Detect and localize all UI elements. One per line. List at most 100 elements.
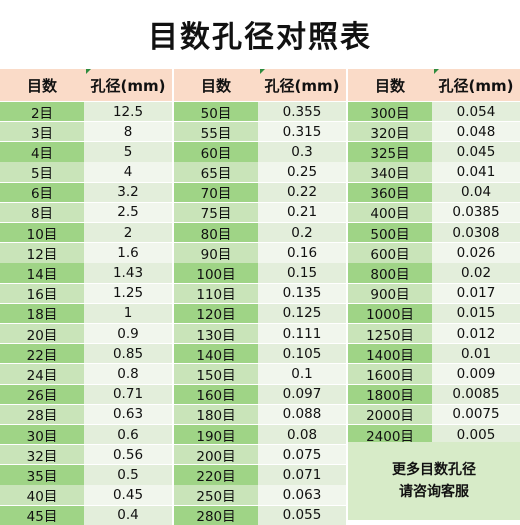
aperture-cell: 0.0385 bbox=[432, 202, 520, 223]
table-row: 100目 0.15 bbox=[174, 263, 346, 283]
mesh-cell: 280目 bbox=[174, 505, 258, 525]
table-row: 130目 0.111 bbox=[174, 323, 346, 344]
table-row: 12目 1.6 bbox=[0, 243, 172, 263]
aperture-cell: 1.6 bbox=[84, 243, 172, 263]
table-row: 3目 8 bbox=[0, 122, 172, 142]
aperture-cell: 0.071 bbox=[258, 465, 346, 485]
header-mesh: 目数 bbox=[200, 76, 231, 95]
table-row: 1800目 0.0085 bbox=[348, 384, 520, 404]
header-aperture: 孔径(mm) bbox=[264, 76, 340, 95]
aperture-cell: 0.063 bbox=[258, 485, 346, 505]
table-row: 300目 0.054 bbox=[348, 101, 520, 122]
table-column-3: 目数 孔径(mm) 300目 0.054 320目 0.048 325目 0.045 340… bbox=[348, 69, 520, 445]
mesh-cell: 28目 bbox=[0, 404, 84, 424]
mesh-cell: 190目 bbox=[174, 424, 258, 445]
table-row: 18目 1 bbox=[0, 303, 172, 324]
aperture-cell: 1.43 bbox=[84, 263, 172, 283]
mesh-cell: 12目 bbox=[0, 243, 84, 263]
cell-comment-marker bbox=[434, 69, 439, 74]
table-row: 900目 0.017 bbox=[348, 283, 520, 303]
aperture-cell: 0.015 bbox=[432, 303, 520, 324]
mesh-cell: 45目 bbox=[0, 505, 84, 525]
table-row: 28目 0.63 bbox=[0, 404, 172, 424]
aperture-cell: 0.0308 bbox=[432, 223, 520, 243]
header-mesh: 目数 bbox=[374, 76, 405, 95]
mesh-cell: 220目 bbox=[174, 465, 258, 485]
aperture-cell: 12.5 bbox=[84, 101, 172, 122]
mesh-cell: 2000目 bbox=[348, 404, 432, 424]
table-row: 50目 0.355 bbox=[174, 101, 346, 122]
aperture-cell: 0.63 bbox=[84, 404, 172, 424]
mesh-cell: 40目 bbox=[0, 485, 84, 505]
mesh-cell: 120目 bbox=[174, 303, 258, 323]
mesh-cell: 180目 bbox=[174, 404, 258, 424]
aperture-cell: 0.56 bbox=[84, 445, 172, 465]
aperture-cell: 0.8 bbox=[84, 364, 172, 384]
aperture-cell: 4 bbox=[84, 162, 172, 182]
table-row: 220目 0.071 bbox=[174, 465, 346, 485]
aperture-cell: 0.71 bbox=[84, 384, 172, 404]
table-row: 500目 0.0308 bbox=[348, 223, 520, 243]
aperture-cell: 0.0085 bbox=[432, 384, 520, 404]
mesh-cell: 325目 bbox=[348, 142, 432, 162]
table-row: 30目 0.6 bbox=[0, 424, 172, 445]
table-row: 1250目 0.012 bbox=[348, 323, 520, 344]
mesh-cell: 300目 bbox=[348, 101, 432, 122]
table-header: 目数 孔径(mm) bbox=[174, 69, 346, 101]
aperture-cell: 0.08 bbox=[258, 424, 346, 445]
mesh-cell: 600目 bbox=[348, 243, 432, 263]
mesh-cell: 130目 bbox=[174, 323, 258, 344]
mesh-cell: 1000目 bbox=[348, 303, 432, 323]
aperture-cell: 0.097 bbox=[258, 384, 346, 404]
mesh-cell: 30目 bbox=[0, 424, 84, 445]
table-row: 340目 0.041 bbox=[348, 162, 520, 182]
table-row: 600目 0.026 bbox=[348, 243, 520, 263]
aperture-cell: 0.3 bbox=[258, 142, 346, 162]
table-row: 250目 0.063 bbox=[174, 485, 346, 505]
mesh-cell: 50目 bbox=[174, 101, 258, 122]
table-row: 800目 0.02 bbox=[348, 263, 520, 283]
mesh-cell: 16目 bbox=[0, 283, 84, 303]
table-row: 20目 0.9 bbox=[0, 323, 172, 344]
aperture-cell: 2 bbox=[84, 223, 172, 243]
mesh-cell: 800目 bbox=[348, 263, 432, 283]
aperture-cell: 0.5 bbox=[84, 465, 172, 485]
table-header: 目数 孔径(mm) bbox=[0, 69, 172, 101]
table-row: 40目 0.45 bbox=[0, 485, 172, 505]
aperture-cell: 0.6 bbox=[84, 424, 172, 445]
aperture-cell: 0.04 bbox=[432, 182, 520, 202]
aperture-cell: 0.25 bbox=[258, 162, 346, 182]
table-row: 2400目 0.005 bbox=[348, 424, 520, 445]
mesh-cell: 60目 bbox=[174, 142, 258, 162]
mesh-cell: 65目 bbox=[174, 162, 258, 182]
note-line-2: 请咨询客服 bbox=[399, 484, 469, 500]
mesh-cell: 4目 bbox=[0, 142, 84, 162]
table-row: 6目 3.2 bbox=[0, 182, 172, 202]
table-row: 280目 0.055 bbox=[174, 505, 346, 525]
aperture-cell: 0.111 bbox=[258, 323, 346, 344]
aperture-cell: 0.2 bbox=[258, 223, 346, 243]
aperture-cell: 0.355 bbox=[258, 101, 346, 122]
table-row: 160目 0.097 bbox=[174, 384, 346, 404]
aperture-cell: 5 bbox=[84, 142, 172, 162]
aperture-cell: 0.315 bbox=[258, 122, 346, 142]
mesh-cell: 70目 bbox=[174, 182, 258, 202]
mesh-cell: 32目 bbox=[0, 445, 84, 465]
aperture-cell: 1 bbox=[84, 303, 172, 324]
table-row: 60目 0.3 bbox=[174, 142, 346, 162]
aperture-cell: 0.005 bbox=[432, 424, 520, 445]
table-row: 75目 0.21 bbox=[174, 202, 346, 222]
aperture-cell: 0.16 bbox=[258, 243, 346, 263]
mesh-cell: 90目 bbox=[174, 243, 258, 263]
table-row: 325目 0.045 bbox=[348, 142, 520, 162]
aperture-cell: 0.01 bbox=[432, 344, 520, 364]
mesh-cell: 20目 bbox=[0, 323, 84, 344]
mesh-cell: 400目 bbox=[348, 202, 432, 222]
page-title: 目数孔径对照表 bbox=[148, 20, 372, 55]
aperture-cell: 0.012 bbox=[432, 323, 520, 344]
table-row: 10目 2 bbox=[0, 223, 172, 243]
table-row: 90目 0.16 bbox=[174, 243, 346, 263]
aperture-cell: 2.5 bbox=[84, 202, 172, 223]
mesh-cell: 900目 bbox=[348, 283, 432, 303]
mesh-cell: 26目 bbox=[0, 384, 84, 404]
